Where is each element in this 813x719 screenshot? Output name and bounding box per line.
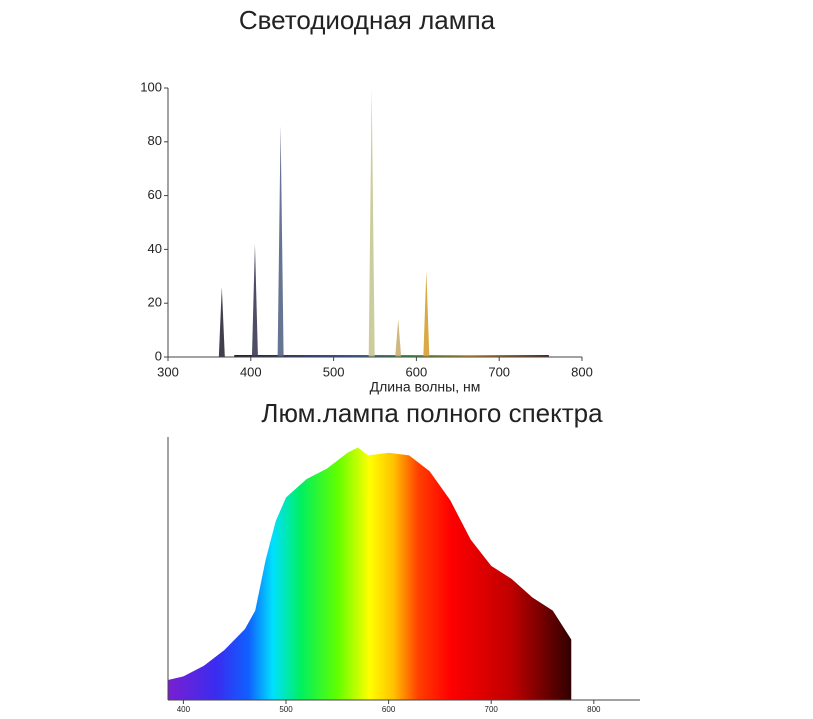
led-chart: Светодиодная лампа 300 400 500 600 700 800 0 20 4… xyxy=(140,5,593,395)
x-tick-label: 800 xyxy=(571,364,593,379)
x-axis-label: Длина волны, нм xyxy=(370,379,481,395)
x-tick-label: 600 xyxy=(382,705,396,714)
x-tick-label: 700 xyxy=(485,705,499,714)
y-tick-label: 20 xyxy=(148,295,162,310)
x-tick-label: 400 xyxy=(240,364,262,379)
y-tick-label: 0 xyxy=(155,348,162,363)
x-tick-label: 700 xyxy=(488,364,510,379)
x-tick-label: 500 xyxy=(323,364,345,379)
emission-peak xyxy=(395,319,402,357)
y-tick-label: 80 xyxy=(148,133,162,148)
fluorescent-chart: Люм.лампа полного спектра 400 500 600 700 800 xyxy=(167,398,640,714)
x-tick-label: 600 xyxy=(406,364,428,379)
spectrum-area xyxy=(168,447,572,700)
emission-peak xyxy=(218,287,225,357)
emission-peak xyxy=(277,125,284,357)
spectrum-baseline xyxy=(234,355,549,357)
emission-peak xyxy=(251,244,258,357)
x-tick-label: 800 xyxy=(587,705,601,714)
x-tick-label: 500 xyxy=(279,705,293,714)
y-tick-label: 40 xyxy=(148,241,162,256)
emission-peak xyxy=(368,88,375,357)
chart-title: Светодиодная лампа xyxy=(239,5,496,35)
y-tick-label: 60 xyxy=(148,187,162,202)
x-tick-label: 300 xyxy=(157,364,179,379)
chart-title: Люм.лампа полного спектра xyxy=(261,398,603,428)
x-tick-label: 400 xyxy=(177,705,191,714)
y-tick-label: 100 xyxy=(140,79,162,94)
emission-peak xyxy=(423,270,430,357)
